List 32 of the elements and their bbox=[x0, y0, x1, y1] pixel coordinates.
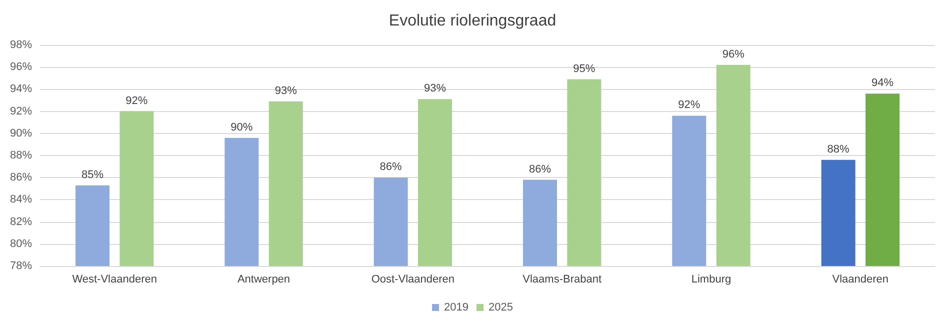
y-tick-label: 94% bbox=[10, 83, 32, 96]
x-tick-label: Oost-Vlaanderen bbox=[371, 274, 455, 286]
x-tick-label: Limburg bbox=[691, 274, 732, 286]
data-label: 94% bbox=[872, 77, 894, 90]
y-tick-label: 84% bbox=[10, 194, 32, 206]
y-tick-label: 78% bbox=[10, 260, 32, 272]
x-tick-label: West-Vlaanderen bbox=[72, 274, 157, 286]
y-tick-label: 80% bbox=[10, 238, 32, 250]
x-tick-label: Vlaams-Brabant bbox=[522, 274, 602, 286]
y-tick-label: 86% bbox=[10, 172, 32, 184]
data-label: 86% bbox=[380, 161, 402, 174]
x-tick-label: Vlaanderen bbox=[832, 274, 889, 286]
y-tick-label: 98% bbox=[10, 39, 32, 51]
y-tick-label: 88% bbox=[10, 150, 32, 162]
y-tick-label: 96% bbox=[10, 61, 32, 74]
legend-label: 2025 bbox=[488, 302, 513, 314]
data-label: 86% bbox=[528, 163, 552, 176]
y-tick-label: 82% bbox=[10, 216, 32, 228]
y-tick-label: 92% bbox=[10, 105, 32, 118]
x-tick-label: Antwerpen bbox=[237, 274, 290, 286]
data-label: 96% bbox=[722, 48, 745, 60]
y-tick-label: 90% bbox=[10, 127, 32, 140]
data-label: 85% bbox=[81, 168, 104, 181]
data-label: 95% bbox=[573, 62, 596, 75]
data-label: 93% bbox=[424, 82, 446, 95]
data-label: 88% bbox=[827, 143, 850, 156]
data-label: 92% bbox=[678, 99, 700, 112]
data-label: 92% bbox=[126, 94, 148, 107]
data-label: 90% bbox=[230, 121, 253, 134]
chart-title: Evolutie rioleringsgraad bbox=[388, 12, 556, 30]
data-label: 93% bbox=[274, 84, 298, 97]
legend-label: 2019 bbox=[444, 302, 469, 314]
